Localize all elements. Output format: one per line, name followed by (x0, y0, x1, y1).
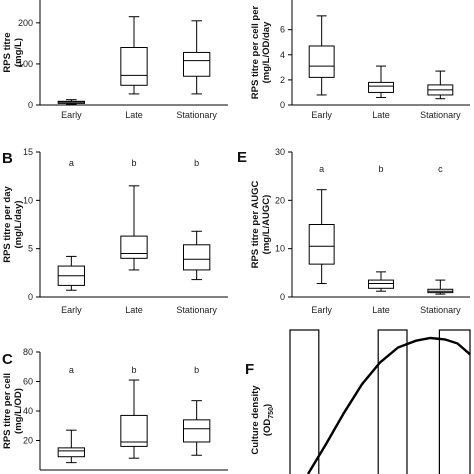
panel-b-box (120, 235, 148, 259)
panel-d-box (368, 81, 394, 93)
panel-a-ylabel-line: RPS titre (2, 32, 13, 72)
panel-d-ytick-label: 0 (280, 100, 285, 110)
panel-d-ylabel-line: RPS titre per cell per (250, 5, 261, 99)
panel-b-box (183, 244, 211, 271)
panel-b-ytick-label: 5 (28, 244, 33, 254)
panel-a-ytick-label: 100 (18, 59, 33, 69)
panel-e-ytick-label: 10 (275, 244, 285, 254)
panel-e-significance-letter: b (378, 164, 383, 174)
panel-f-phase-band (377, 329, 408, 474)
panel-b-significance-letter: a (69, 158, 74, 168)
panel-b-ytick-label: 10 (23, 195, 33, 205)
panel-a-ylabel-line: (mg/L) (13, 38, 24, 67)
panel-e-ylabel-line: RPS titre per AUGC (250, 180, 261, 268)
panel-a-box (120, 47, 148, 86)
panel-a-ytick-label: 0 (28, 100, 33, 110)
panel-e-ylabel-line: (mg/L/AUGC) (261, 195, 272, 255)
panel-c-ytick-label: 20 (23, 436, 33, 446)
panel-b-significance-letter: b (131, 158, 136, 168)
panel-c-box (183, 419, 211, 443)
panel-f-ylabel: Culture density (250, 385, 261, 455)
panel-f-growth-curve (306, 336, 471, 474)
panel-a-category-label: Early (61, 110, 82, 120)
panel-f-phase-band (289, 329, 320, 474)
panel-e-ytick-label: 0 (280, 292, 285, 302)
panel-c-significance-letter: a (69, 365, 74, 375)
panel-b-category-label: Stationary (176, 305, 217, 315)
panel-b-ytick-label: 0 (28, 292, 33, 302)
panel-c-box (57, 447, 85, 458)
panel-c-label: C (2, 351, 13, 368)
panel-e-category-label: Early (311, 305, 332, 315)
panel-e-box (368, 279, 394, 289)
panel-c-ytick-label: 80 (23, 347, 33, 357)
panel-b-ytick-label: 15 (23, 147, 33, 157)
panel-e-category-label: Late (372, 305, 390, 315)
panel-c-ytick-label: 40 (23, 406, 33, 416)
panel-e-category-label: Stationary (420, 305, 461, 315)
panel-b-ylabel-line: RPS titre per day (2, 186, 13, 263)
panel-d-category-label: Late (372, 110, 390, 120)
panel-a-category-label: Late (125, 110, 143, 120)
panel-e-ytick-label: 30 (275, 147, 285, 157)
panel-f-ylabel-unit: (OD750) (262, 404, 275, 436)
panel-d-category-label: Stationary (420, 110, 461, 120)
panel-a-ytick-label: 200 (18, 18, 33, 28)
panel-c-ylabel-line: (mg/L/OD) (13, 388, 24, 434)
panel-a-box (183, 51, 211, 77)
panel-f-ylabel-unit-text: (OD (262, 419, 273, 437)
panel-d-ytick-label: 4 (280, 50, 285, 60)
panel-f-label: F (245, 361, 254, 378)
panel-c-ylabel-line: RPS titre per cell (2, 373, 13, 449)
panel-b-significance-letter: b (194, 158, 199, 168)
panel-d-ytick-label: 2 (280, 75, 285, 85)
panel-b-ylabel-line: (mg/L/day) (13, 200, 24, 248)
panel-d-ylabel-line: (mg/L/OD/day (261, 21, 272, 83)
panel-b-label: B (2, 150, 13, 167)
panel-e-significance-letter: c (438, 164, 443, 174)
panel-c-significance-letter: b (131, 365, 136, 375)
panel-d-ytick-label: 6 (280, 25, 285, 35)
panel-f-ylabel-subscript: 750 (268, 407, 275, 419)
panel-f-phase-band (438, 329, 471, 474)
panel-a-category-label: Stationary (176, 110, 217, 120)
panel-c-significance-letter: b (194, 365, 199, 375)
panel-c-ytick-label: 60 (23, 377, 33, 387)
panel-f-ylabel-close: ) (262, 404, 273, 407)
panel-e-significance-letter: a (319, 164, 324, 174)
panel-c-box (120, 414, 148, 447)
panel-e-label: E (237, 149, 247, 166)
panel-d-category-label: Early (311, 110, 332, 120)
panel-b-category-label: Early (61, 305, 82, 315)
panel-d-box (308, 45, 335, 78)
panel-e-ytick-label: 20 (275, 195, 285, 205)
panel-b-category-label: Late (125, 305, 143, 315)
panel-e-box (308, 224, 335, 265)
